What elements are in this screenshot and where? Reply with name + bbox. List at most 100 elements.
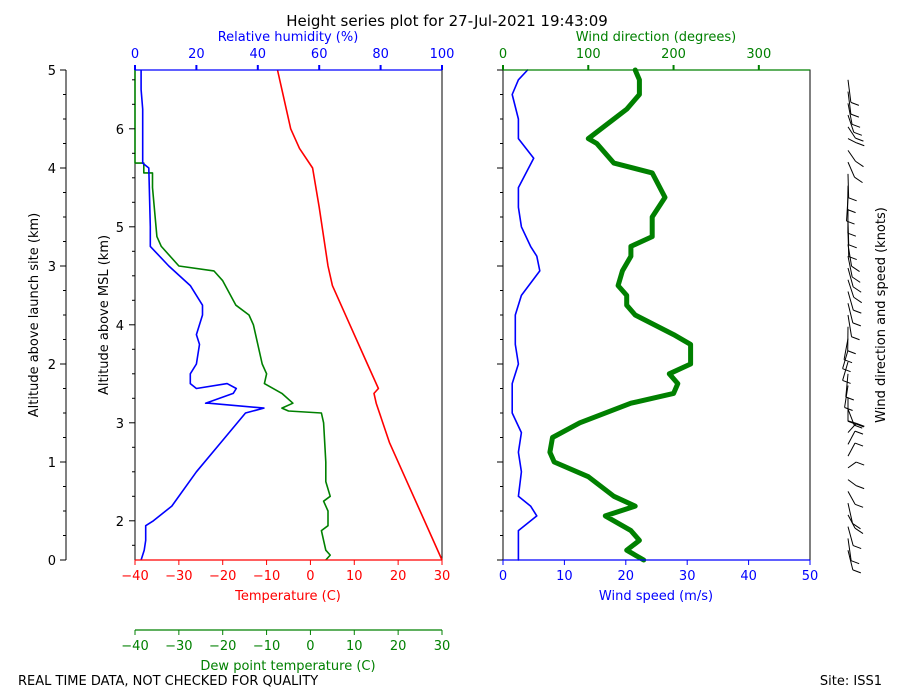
temperature-tick-label: 30 <box>434 569 451 584</box>
site-label: Site: ISS1 <box>819 674 882 689</box>
wind-barb-staff <box>847 173 850 198</box>
wind-barb-flag <box>847 350 856 355</box>
wind-direction-tick-label: 200 <box>661 47 686 62</box>
msl-tick-label: 3 <box>116 417 124 432</box>
agl-tick-label: 5 <box>48 64 56 79</box>
thermo-plot-frame <box>134 69 443 561</box>
wind-barb-flag <box>855 461 865 466</box>
wind-speed-tick-label: 50 <box>802 569 819 584</box>
dewpoint-tick-label: 20 <box>390 639 407 654</box>
wind-barb-staff <box>847 442 856 457</box>
wind-barb-staff <box>847 279 855 298</box>
wind-speed-tick-label: 0 <box>499 569 507 584</box>
wind-barb-flag <box>853 131 863 136</box>
wind-barb-staff <box>847 491 856 505</box>
agl-axis-label: Altitude above launch site (km) <box>27 213 42 417</box>
wind-barb-flag <box>848 256 857 261</box>
wind_speed-line <box>511 69 541 561</box>
msl-tick-label: 5 <box>116 221 124 236</box>
chart-title: Height series plot for 27-Jul-2021 19:43… <box>286 12 608 30</box>
dewpoint-line <box>134 70 332 561</box>
wind-barb-flag <box>853 309 862 314</box>
wind-barb-flag <box>854 176 863 184</box>
wind-barb-staff <box>847 103 853 125</box>
wind-barb-flag <box>854 527 864 534</box>
dewpoint-tick-label: 10 <box>346 639 363 654</box>
wind-barb-flag <box>854 442 864 447</box>
wind-series <box>511 67 694 563</box>
wind-barb-flag <box>845 396 855 401</box>
msl-tick-label: 2 <box>116 515 124 530</box>
wind-barb-flag <box>854 430 864 435</box>
wind-direction-tick-label: 0 <box>499 47 507 62</box>
wind-barb-staff <box>847 538 852 561</box>
wind-barb-flag <box>847 232 857 237</box>
wind-barb-flag <box>855 137 864 142</box>
humidity-line <box>140 70 265 561</box>
wind-barb-staff <box>847 303 854 324</box>
dewpoint-tick-label: −20 <box>209 639 236 654</box>
wind-speed-tick-label: 20 <box>618 569 635 584</box>
wind-barb-staff <box>842 350 849 369</box>
wind-barb-flag <box>847 420 857 425</box>
temperature-tick-label: 20 <box>390 569 407 584</box>
temperature-axis-label: Temperature (C) <box>234 589 341 604</box>
temperature-tick-label: −20 <box>209 569 236 584</box>
wind-direction-axis-label: Wind direction (degrees) <box>576 30 736 45</box>
wind-barb-staff <box>847 526 854 546</box>
wind-speed-tick-label: 40 <box>740 569 757 584</box>
wind-barb-axis-label: Wind direction and speed (knots) <box>874 207 889 423</box>
agl-tick-label: 1 <box>48 456 56 471</box>
wind-panel <box>502 67 811 563</box>
dewpoint-tick-label: 30 <box>434 639 451 654</box>
wind-barb-staff <box>847 150 856 162</box>
msl-tick-label: 4 <box>116 319 124 334</box>
wind-barb-staff <box>845 373 849 398</box>
agl-tick-label: 3 <box>48 260 56 275</box>
wind_direction-line <box>547 67 694 563</box>
wind-barb-flag <box>852 286 862 293</box>
wind-barb-flag <box>855 485 865 490</box>
wind-barb-flag <box>853 296 863 304</box>
humidity-tick-label: 100 <box>430 47 455 62</box>
wind-barb-flag <box>854 503 864 508</box>
temperature-tick-label: −10 <box>253 569 280 584</box>
temperature-tick-label: 10 <box>346 569 363 584</box>
wind-barb-flag <box>846 220 855 225</box>
agl-tick-label: 4 <box>48 162 56 177</box>
wind-barb-flag <box>852 322 861 327</box>
dewpoint-tick-label: −30 <box>165 639 192 654</box>
wind-barb-staff <box>847 267 854 288</box>
wind-barb-staff <box>847 291 854 311</box>
wind-barb-flag <box>850 560 860 565</box>
wind-barb-staff <box>847 114 855 133</box>
wind-barb-flag <box>855 423 864 428</box>
wind-barb-staff <box>847 314 853 337</box>
temperature-tick-label: −30 <box>165 569 192 584</box>
humidity-axis-label: Relative humidity (%) <box>218 30 359 45</box>
humidity-tick-label: 60 <box>311 47 328 62</box>
wind-barb-staff <box>847 79 852 103</box>
dewpoint-tick-label: −40 <box>121 639 148 654</box>
wind-plot-frame <box>502 69 811 561</box>
wind-barb-flag <box>848 244 857 249</box>
msl-axis-label: Altitude above MSL (km) <box>97 235 112 395</box>
temperature-tick-label: −40 <box>121 569 148 584</box>
msl-tick-label: 6 <box>116 123 124 138</box>
wind-barb-staff <box>847 91 852 115</box>
wind-direction-tick-label: 100 <box>576 47 601 62</box>
wind-barb-staff <box>847 408 855 426</box>
wind-barb-flag <box>852 522 861 530</box>
wind-barbs <box>842 79 865 574</box>
agl-tick-label: 2 <box>48 358 56 373</box>
wind-barb-staff <box>842 361 849 381</box>
wind-barb-flag <box>856 422 865 427</box>
humidity-tick-label: 0 <box>131 47 139 62</box>
wind-speed-tick-label: 10 <box>556 569 573 584</box>
humidity-tick-label: 40 <box>250 47 267 62</box>
temperature-line <box>276 69 443 561</box>
wind-barb-flag <box>843 359 853 364</box>
wind-barb-flag <box>842 368 851 373</box>
temperature-tick-label: 0 <box>306 569 314 584</box>
